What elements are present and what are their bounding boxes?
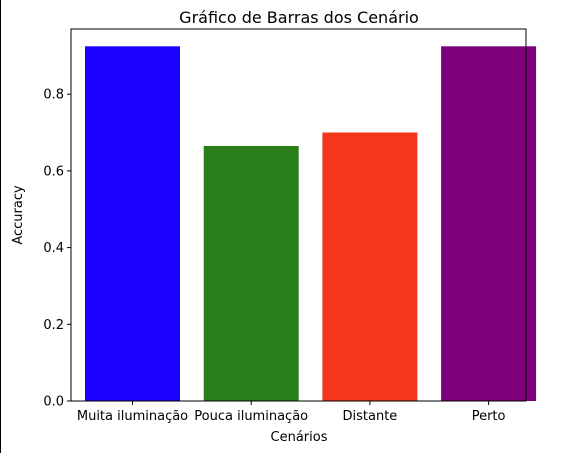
plot-frame: [70, 28, 527, 402]
x-tick-label-2: Distante: [343, 409, 398, 424]
y-axis-label: Accuracy: [11, 185, 26, 245]
bar-0: [85, 46, 180, 402]
x-tick-label-0: Muita iluminação: [77, 409, 188, 424]
y-tick-label-2: 0.4: [43, 241, 64, 256]
y-tick-label-4: 0.8: [43, 88, 64, 103]
bars-group: [85, 46, 537, 402]
bar-1: [203, 146, 299, 401]
x-axis-label: Cenários: [271, 430, 328, 445]
chart-title: Gráfico de Barras dos Cenário: [179, 8, 419, 27]
x-axis-ticks: Muita iluminação Pouca iluminação Distante…: [77, 401, 506, 424]
y-tick-label-3: 0.6: [43, 164, 64, 179]
bar-3: [441, 46, 537, 402]
y-axis-ticks: 0.0 0.2 0.4 0.6 0.8: [43, 88, 71, 410]
y-tick-label-1: 0.2: [43, 318, 64, 333]
x-tick-label-3: Perto: [472, 409, 506, 424]
y-tick-label-0: 0.0: [43, 395, 64, 410]
bar-2: [322, 132, 418, 401]
x-tick-label-1: Pouca iluminação: [194, 409, 308, 424]
